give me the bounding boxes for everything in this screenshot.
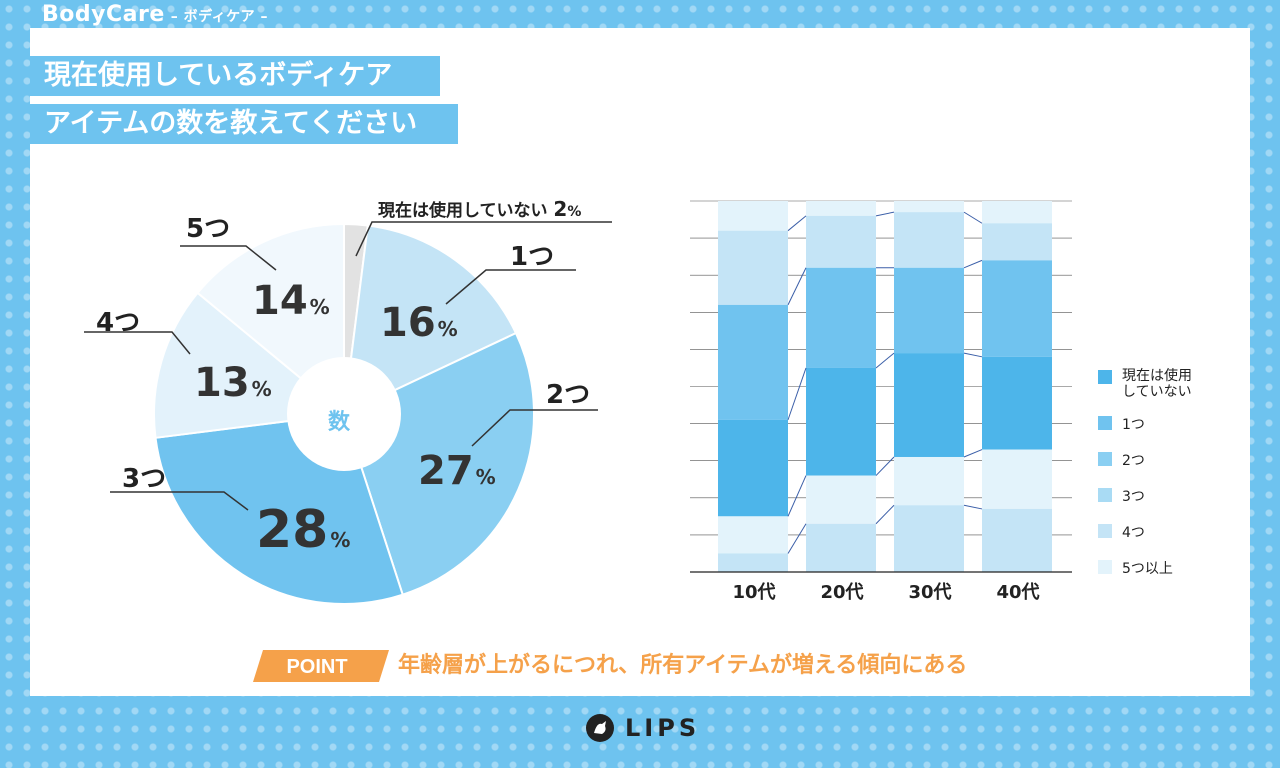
- pie-value-2: 27%: [418, 448, 496, 494]
- legend-item-4: 4つ: [1098, 522, 1145, 542]
- pie-label-4: 4つ: [96, 308, 141, 338]
- legend-item-3: 3つ: [1098, 486, 1145, 506]
- pie-label-2: 2つ: [546, 380, 591, 410]
- legend-label: 1つ: [1122, 417, 1145, 433]
- pie-value-4: 13%: [194, 360, 272, 406]
- pie-label-5: 5つ: [186, 214, 231, 244]
- point-badge: POINT: [253, 650, 389, 682]
- legend-label: 現在は使用 していない: [1122, 368, 1192, 400]
- legend-label: 2つ: [1122, 453, 1145, 469]
- point-text: 年齢層が上がるにつれ、所有アイテムが増える傾向にある: [398, 653, 968, 678]
- pie-label-3: 3つ: [122, 464, 167, 494]
- x-tick-10s: 10代: [732, 582, 776, 603]
- legend-label: 4つ: [1122, 525, 1145, 541]
- pie-center-label: 数: [328, 410, 351, 435]
- legend-swatch: [1098, 524, 1112, 538]
- legend-item-1: 1つ: [1098, 414, 1145, 434]
- legend-swatch: [1098, 416, 1112, 430]
- lips-logo: LIPS: [585, 713, 700, 743]
- brand-title: BodyCare – ボディケア –: [42, 2, 268, 30]
- legend-swatch: [1098, 488, 1112, 502]
- question-line-2: アイテムの数を教えてください: [30, 104, 458, 144]
- pie-value-5: 14%: [252, 278, 330, 324]
- legend-item-2: 2つ: [1098, 450, 1145, 470]
- legend-label: 5つ以上: [1122, 561, 1173, 577]
- legend-swatch: [1098, 370, 1112, 384]
- legend-swatch: [1098, 452, 1112, 466]
- x-tick-30s: 30代: [908, 582, 952, 603]
- pie-label-none: 現在は使用していない 2%: [378, 197, 582, 221]
- pie-value-3: 28%: [256, 500, 351, 560]
- x-tick-40s: 40代: [996, 582, 1040, 603]
- legend-item-none: 現在は使用 していない: [1098, 368, 1192, 400]
- point-badge-text: POINT: [286, 656, 347, 678]
- pie-value-1: 16%: [380, 300, 458, 346]
- legend-label: 3つ: [1122, 489, 1145, 505]
- pie-label-1: 1つ: [510, 242, 555, 272]
- brand-name: BodyCare: [42, 2, 165, 27]
- lips-logo-text: LIPS: [625, 714, 701, 742]
- brand-subtitle: – ボディケア –: [170, 9, 269, 25]
- x-tick-20s: 20代: [820, 582, 864, 603]
- legend-swatch: [1098, 560, 1112, 574]
- question-line-1: 現在使用しているボディケア: [30, 56, 440, 96]
- lips-logo-icon: [586, 714, 614, 742]
- legend-item-5: 5つ以上: [1098, 558, 1173, 578]
